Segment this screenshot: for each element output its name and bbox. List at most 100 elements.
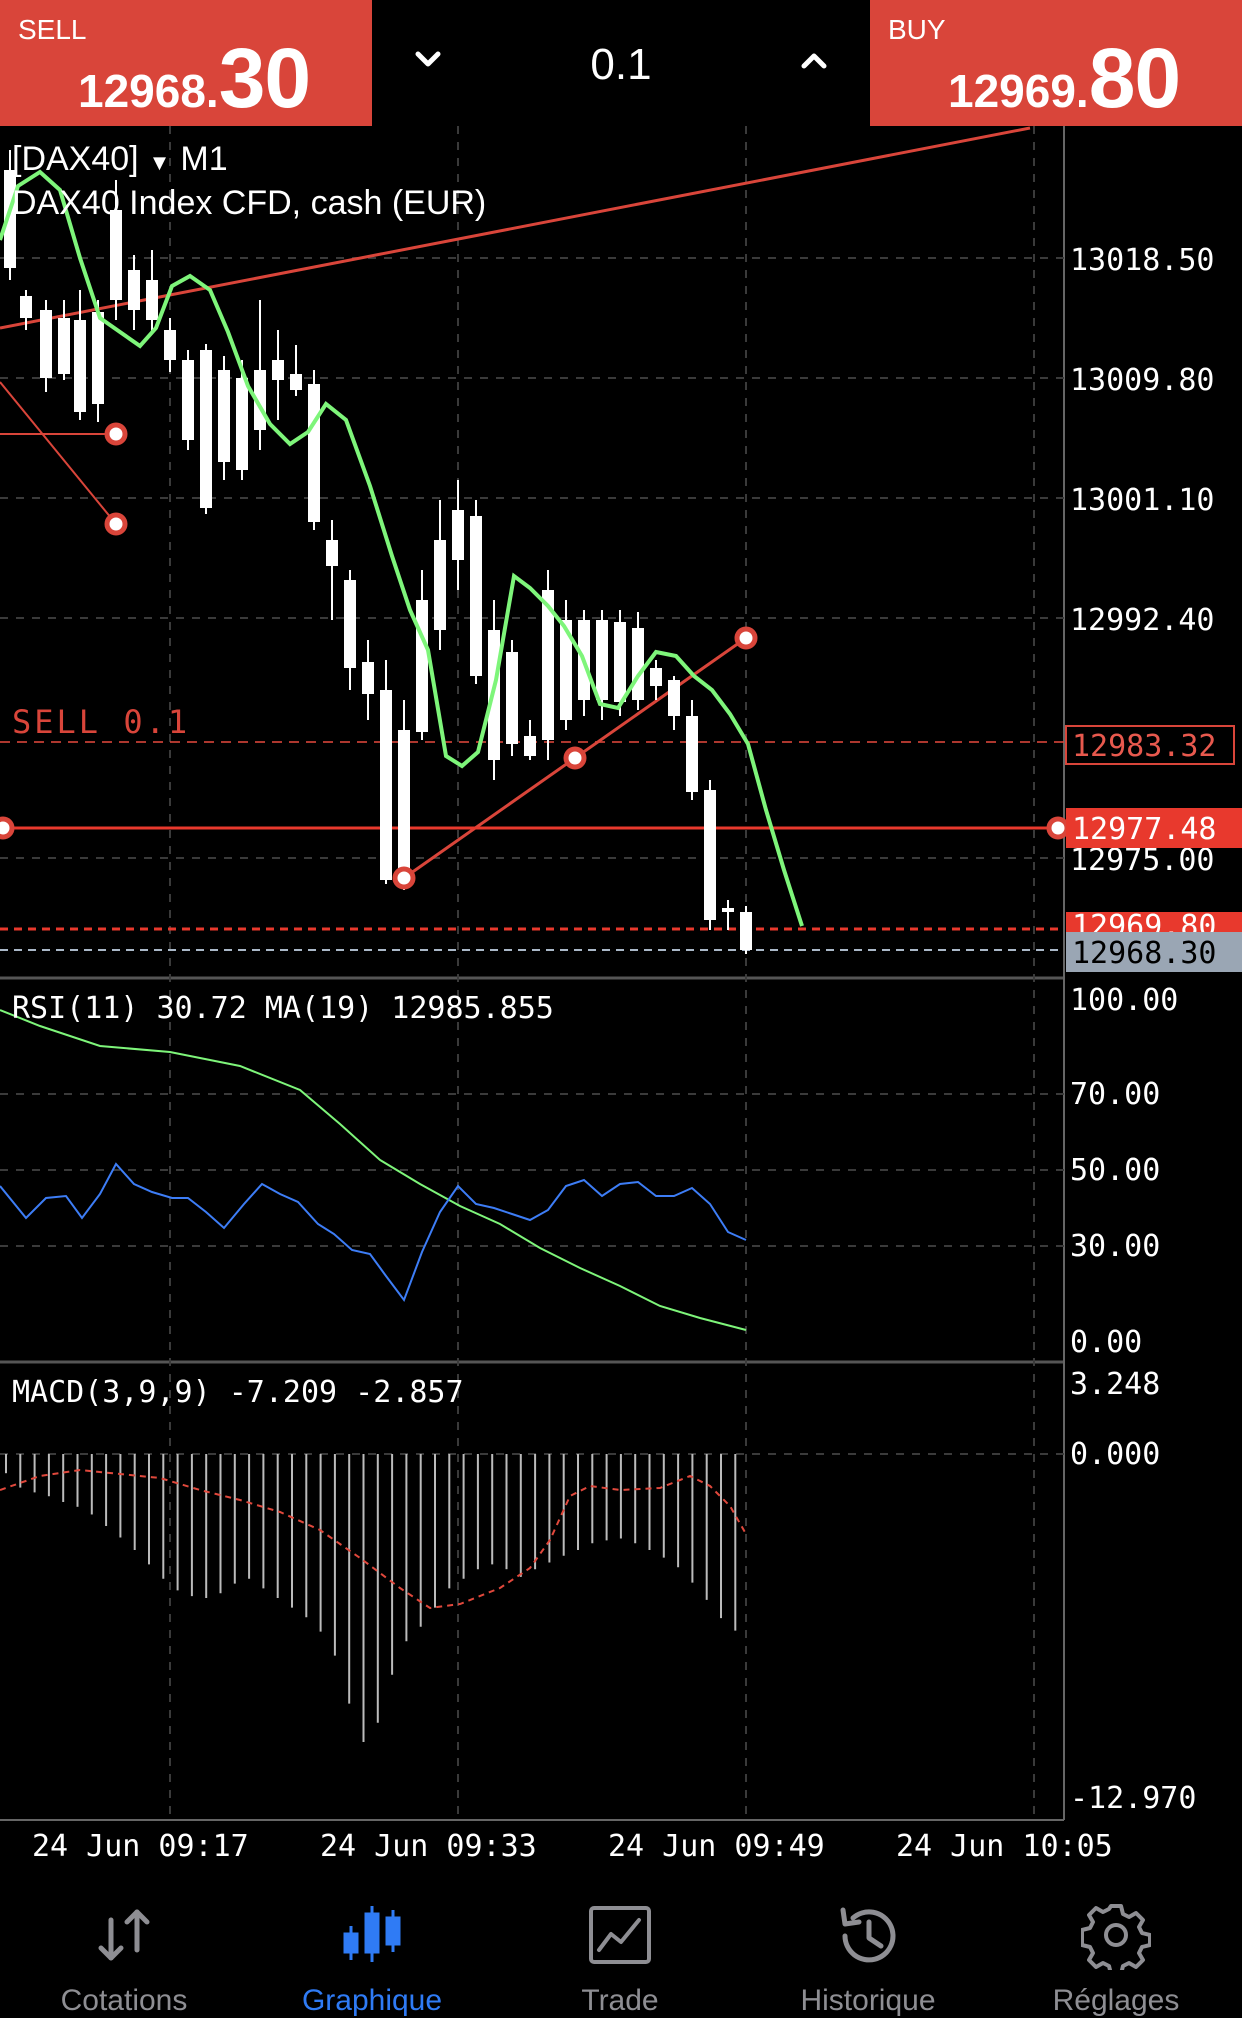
macd-tick: 0.000	[1070, 1437, 1160, 1472]
candle	[614, 610, 626, 716]
candle	[58, 300, 70, 380]
price-tick: 12975.00	[1070, 843, 1215, 878]
candle	[740, 906, 752, 954]
anchor-point[interactable]	[104, 512, 128, 536]
candle	[632, 612, 644, 710]
sell-button[interactable]: SELL 12968.30	[0, 0, 372, 126]
price-tick: 12992.40	[1070, 603, 1215, 638]
anchor-point[interactable]	[0, 816, 15, 840]
anchor-point[interactable]	[734, 626, 758, 650]
candle	[326, 520, 338, 620]
nav-historique[interactable]: Historique	[744, 1864, 992, 2017]
candle	[146, 250, 158, 334]
symbol-dropdown-icon[interactable]: ▼	[149, 150, 171, 175]
time-tick: 24 Jun 09:33	[320, 1829, 537, 1864]
candle	[236, 360, 248, 480]
candle	[722, 900, 734, 930]
nav-graphique-label: Graphique	[301, 1984, 443, 2017]
symbol-header[interactable]: [DAX40] ▼ M1	[12, 140, 228, 178]
candle	[74, 290, 86, 420]
candle	[668, 676, 680, 730]
trendline-left[interactable]	[0, 381, 117, 525]
candlestick-icon	[343, 1906, 401, 1962]
time-axis: 24 Jun 09:17 24 Jun 09:33 24 Jun 09:49 2…	[32, 1829, 1113, 1864]
sell-price: 12968.30	[78, 30, 311, 127]
price-tick: 13018.50	[1070, 243, 1215, 278]
candle	[542, 570, 554, 760]
symbol-description: DAX40 Index CFD, cash (EUR)	[12, 184, 486, 222]
grid	[0, 126, 1064, 1820]
macd-histogram	[5, 1454, 737, 1742]
buy-price-pips: 80	[1088, 31, 1181, 125]
time-tick: 24 Jun 09:49	[608, 1829, 825, 1864]
bottom-nav: Cotations Graphique Trade Historique	[0, 1864, 1242, 2017]
rsi-label: RSI(11) 30.72 MA(19) 12985.855	[12, 991, 554, 1026]
price-tick: 13001.10	[1070, 483, 1215, 518]
timeframe[interactable]: M1	[180, 140, 227, 178]
candle	[272, 330, 284, 420]
time-tick: 24 Jun 10:05	[896, 1829, 1113, 1864]
candle	[596, 610, 608, 720]
chevron-up-icon[interactable]	[784, 30, 844, 90]
nav-graphique[interactable]: Graphique	[248, 1864, 496, 2017]
candle	[290, 345, 302, 396]
price-tag-bid-text: 12968.30	[1072, 936, 1217, 971]
rsi-tick: 30.00	[1070, 1229, 1160, 1264]
anchor-point[interactable]	[392, 866, 416, 890]
trendline-upper[interactable]	[0, 126, 1031, 330]
macd-label: MACD(3,9,9) -7.209 -2.857	[12, 1375, 464, 1410]
rsi-line	[0, 1162, 747, 1303]
candle	[182, 350, 194, 450]
price-axis: 13018.50 13009.80 13001.10 12992.40 1297…	[1070, 243, 1215, 878]
candle	[200, 344, 212, 514]
price-chart[interactable]: SELL 0.1 [DAX40] ▼ M1 DAX40 Index CFD, cas…	[0, 126, 1242, 1864]
nav-cotations-label: Cotations	[60, 1984, 188, 2017]
price-tag-order-text: 12983.32	[1072, 729, 1217, 764]
candle	[254, 300, 266, 450]
buy-price: 12969.80	[948, 30, 1181, 127]
candle	[434, 500, 446, 650]
volume-value[interactable]: 0.1	[590, 40, 652, 89]
nav-trade-label: Trade	[581, 1984, 659, 2017]
rsi-ma-line	[0, 1009, 747, 1331]
candle	[362, 640, 374, 720]
candle	[470, 500, 482, 684]
history-icon	[840, 1907, 896, 1963]
moving-average-line	[0, 169, 804, 927]
macd-tick: -12.970	[1070, 1781, 1196, 1816]
candle	[452, 480, 464, 590]
candle	[398, 700, 410, 890]
anchor-point[interactable]	[563, 746, 587, 770]
time-tick: 24 Jun 09:17	[32, 1829, 249, 1864]
nav-cotations[interactable]: Cotations	[0, 1864, 248, 2017]
candle	[380, 660, 392, 884]
nav-reglages[interactable]: Réglages	[992, 1864, 1240, 2017]
anchor-point[interactable]	[104, 422, 128, 446]
candle	[524, 720, 536, 760]
candle	[110, 180, 122, 320]
macd-axis: 3.248 0.000 -12.970	[1070, 1367, 1196, 1816]
price-tag-level: 12977.48	[1066, 808, 1242, 848]
buy-label: BUY	[888, 14, 946, 45]
rsi-tick: 50.00	[1070, 1153, 1160, 1188]
candle	[416, 570, 428, 740]
macd-tick: 3.248	[1070, 1367, 1160, 1402]
trade-chart-icon	[589, 1906, 651, 1964]
sell-label: SELL	[18, 14, 87, 45]
volume-control: 0.1	[372, 0, 870, 126]
candle	[128, 255, 140, 330]
candle	[704, 780, 716, 930]
chevron-down-icon[interactable]	[398, 30, 458, 90]
anchor-point[interactable]	[1046, 816, 1070, 840]
nav-trade[interactable]: Trade	[496, 1864, 744, 2017]
price-tag-level-text: 12977.48	[1072, 812, 1217, 847]
symbol-name: [DAX40]	[12, 140, 139, 178]
rsi-tick: 100.00	[1070, 983, 1178, 1018]
candle	[560, 600, 572, 730]
macd-signal-line	[0, 1468, 747, 1610]
sell-order-label: SELL 0.1	[12, 703, 190, 741]
candles	[4, 150, 752, 954]
gear-icon	[1081, 1904, 1151, 1970]
buy-button[interactable]: BUY 12969.80	[870, 0, 1242, 126]
candle	[344, 570, 356, 690]
